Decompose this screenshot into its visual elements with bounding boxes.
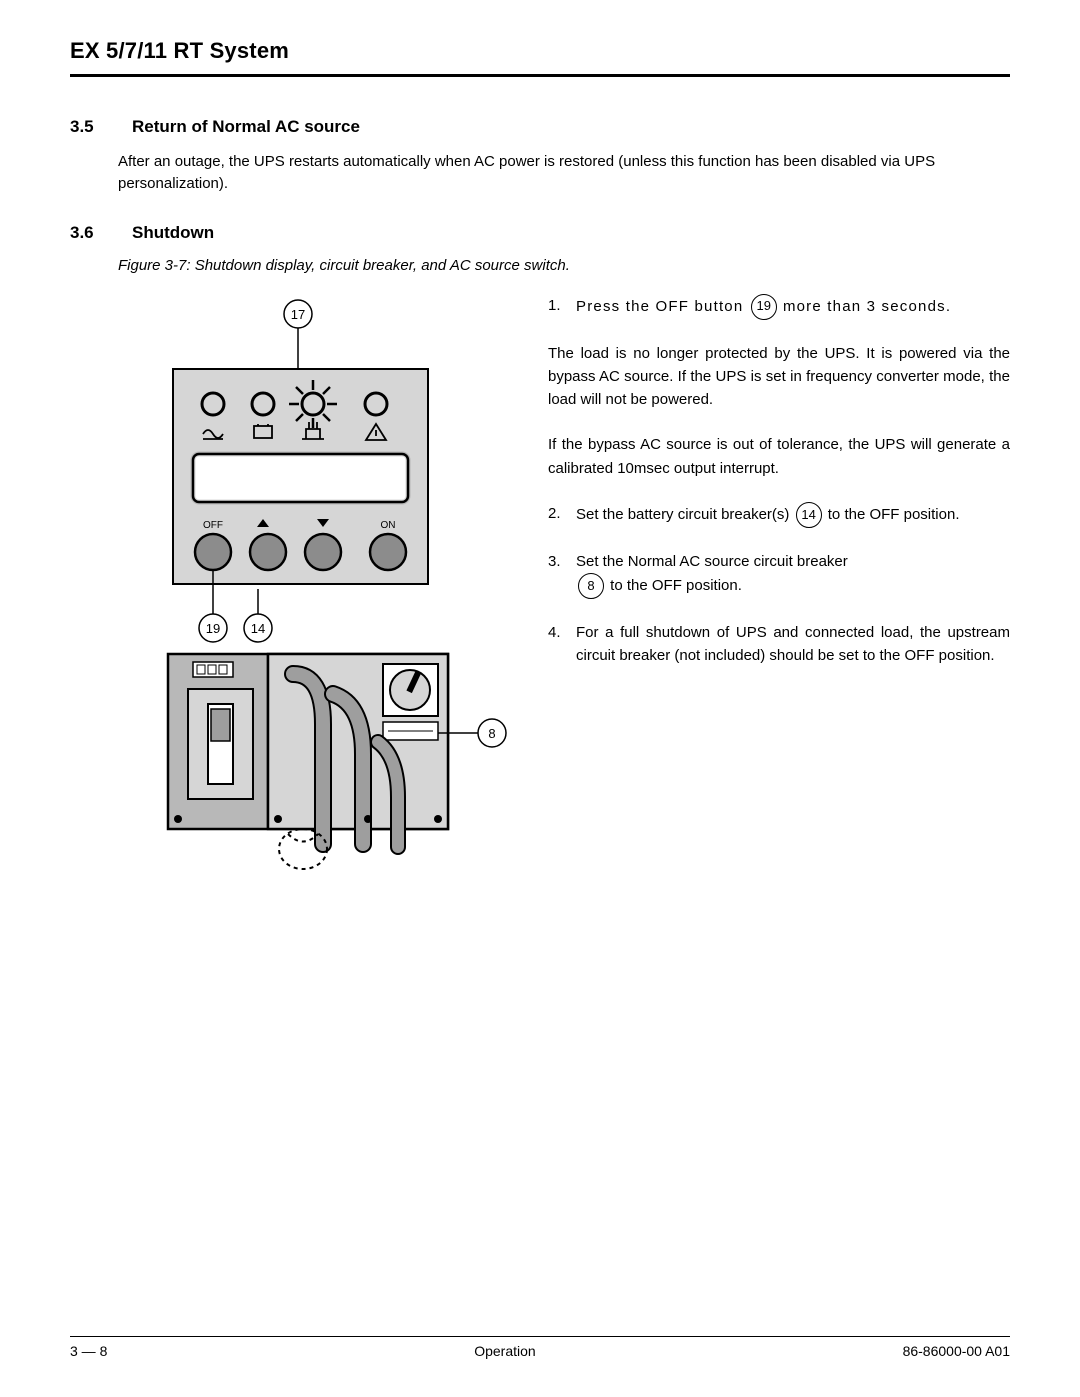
footer-left: 3 — 8	[70, 1343, 107, 1359]
step-2: 2. Set the battery circuit breaker(s) 14…	[548, 502, 1010, 528]
paragraph: If the bypass AC source is out of tolera…	[548, 433, 1010, 480]
page-footer: 3 — 8 Operation 86-86000-00 A01	[70, 1336, 1010, 1359]
document-title: EX 5/7/11 RT System	[70, 38, 1010, 74]
section-3-6-heading: 3.6 Shutdown	[70, 223, 1010, 243]
callout-8-icon: 8	[578, 573, 604, 599]
title-rule	[70, 74, 1010, 77]
step-text: Press the OFF button	[576, 297, 749, 314]
svg-text:ON: ON	[381, 520, 396, 531]
callout-14-icon: 14	[796, 502, 822, 528]
step-text: to the OFF position.	[828, 506, 960, 523]
footer-right: 86-86000-00 A01	[903, 1343, 1010, 1359]
paragraph: The load is no longer protected by the U…	[548, 342, 1010, 412]
step-text: For a full shutdown of UPS and connected…	[576, 621, 1010, 668]
svg-text:OFF: OFF	[203, 520, 223, 531]
step-4: 4. For a full shutdown of UPS and connec…	[548, 621, 1010, 668]
figure-column: 17	[118, 294, 518, 879]
instructions-column: 1. Press the OFF button 19 more than 3 s…	[548, 294, 1010, 690]
section-title: Return of Normal AC source	[132, 117, 360, 137]
lower-unit	[168, 654, 448, 869]
two-column-layout: 17	[118, 294, 1010, 879]
footer-center: Operation	[474, 1343, 535, 1359]
step-number: 1.	[548, 294, 566, 320]
section-3-5-heading: 3.5 Return of Normal AC source	[70, 117, 1010, 137]
svg-text:14: 14	[251, 621, 265, 636]
step-3: 3. Set the Normal AC source circuit brea…	[548, 550, 1010, 599]
svg-text:19: 19	[206, 621, 220, 636]
section-number: 3.6	[70, 223, 110, 243]
step-1: 1. Press the OFF button 19 more than 3 s…	[548, 294, 1010, 320]
section-3-5-body: After an outage, the UPS restarts automa…	[118, 151, 1010, 195]
callout-19-icon: 19	[751, 294, 777, 320]
page: EX 5/7/11 RT System 3.5 Return of Normal…	[0, 0, 1080, 1397]
step-number: 3.	[548, 550, 566, 599]
svg-text:8: 8	[488, 726, 495, 741]
step-text: Set the Normal AC source circuit breaker	[576, 553, 848, 570]
figure-caption: Figure 3-7: Shutdown display, circuit br…	[118, 257, 1010, 274]
shutdown-figure: 17	[118, 294, 518, 874]
section-title: Shutdown	[132, 223, 214, 243]
svg-text:17: 17	[291, 307, 305, 322]
step-number: 2.	[548, 502, 566, 528]
step-text: Set the battery circuit breaker(s)	[576, 506, 794, 523]
step-number: 4.	[548, 621, 566, 668]
step-text: more than 3 seconds.	[783, 297, 951, 314]
section-number: 3.5	[70, 117, 110, 137]
step-text: to the OFF position.	[610, 577, 742, 594]
